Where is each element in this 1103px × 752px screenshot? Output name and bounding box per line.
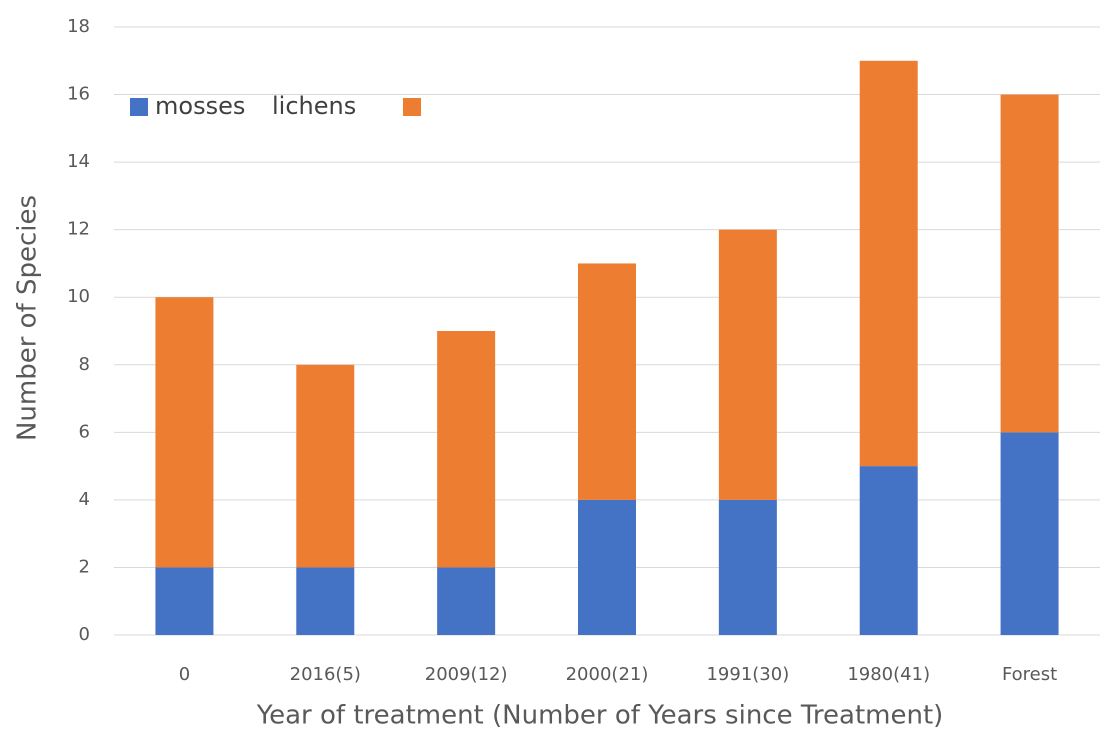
x-tick-label: 1980(41) (847, 664, 930, 685)
y-tick-label: 6 (79, 421, 90, 442)
y-tick-label: 18 (67, 16, 90, 37)
y-tick-label: 8 (79, 354, 90, 375)
y-tick-label: 14 (67, 151, 90, 172)
bar-segment (859, 60, 918, 467)
y-tick-label: 2 (79, 556, 90, 577)
x-tick-label: 0 (179, 664, 190, 685)
bar-segment (1000, 432, 1059, 635)
bar-segment (296, 364, 355, 568)
y-tick-label: 10 (67, 286, 90, 307)
x-tick-label: 2000(21) (566, 664, 649, 685)
y-tick-label: 12 (67, 219, 90, 240)
bar-segment (718, 499, 777, 635)
x-axis-title: Year of treatment (Number of Years since… (256, 701, 944, 731)
bar-segment (155, 297, 214, 568)
bar-segment (437, 331, 496, 568)
bar-segment (578, 499, 636, 635)
y-tick-label: 4 (79, 489, 90, 510)
y-tick-label: 0 (79, 624, 90, 645)
bar-segment (1000, 94, 1059, 433)
x-tick-label: 2009(12) (425, 664, 508, 685)
bar-segment (578, 263, 636, 500)
legend-swatch (403, 98, 421, 116)
bar-segment (296, 567, 355, 635)
y-axis-title: Number of Species (13, 195, 43, 441)
bar-segment (155, 567, 214, 635)
bar-segment (718, 229, 777, 500)
legend-swatch (130, 98, 148, 116)
legend-label: mosses (155, 92, 245, 120)
x-tick-label: 2016(5) (290, 664, 361, 685)
x-tick-label: Forest (1002, 664, 1057, 685)
legend-label: lichens (272, 92, 356, 120)
bar-segment (437, 567, 496, 635)
bar-segment (859, 466, 918, 635)
y-tick-label: 16 (67, 84, 90, 105)
x-tick-label: 1991(30) (706, 664, 789, 685)
